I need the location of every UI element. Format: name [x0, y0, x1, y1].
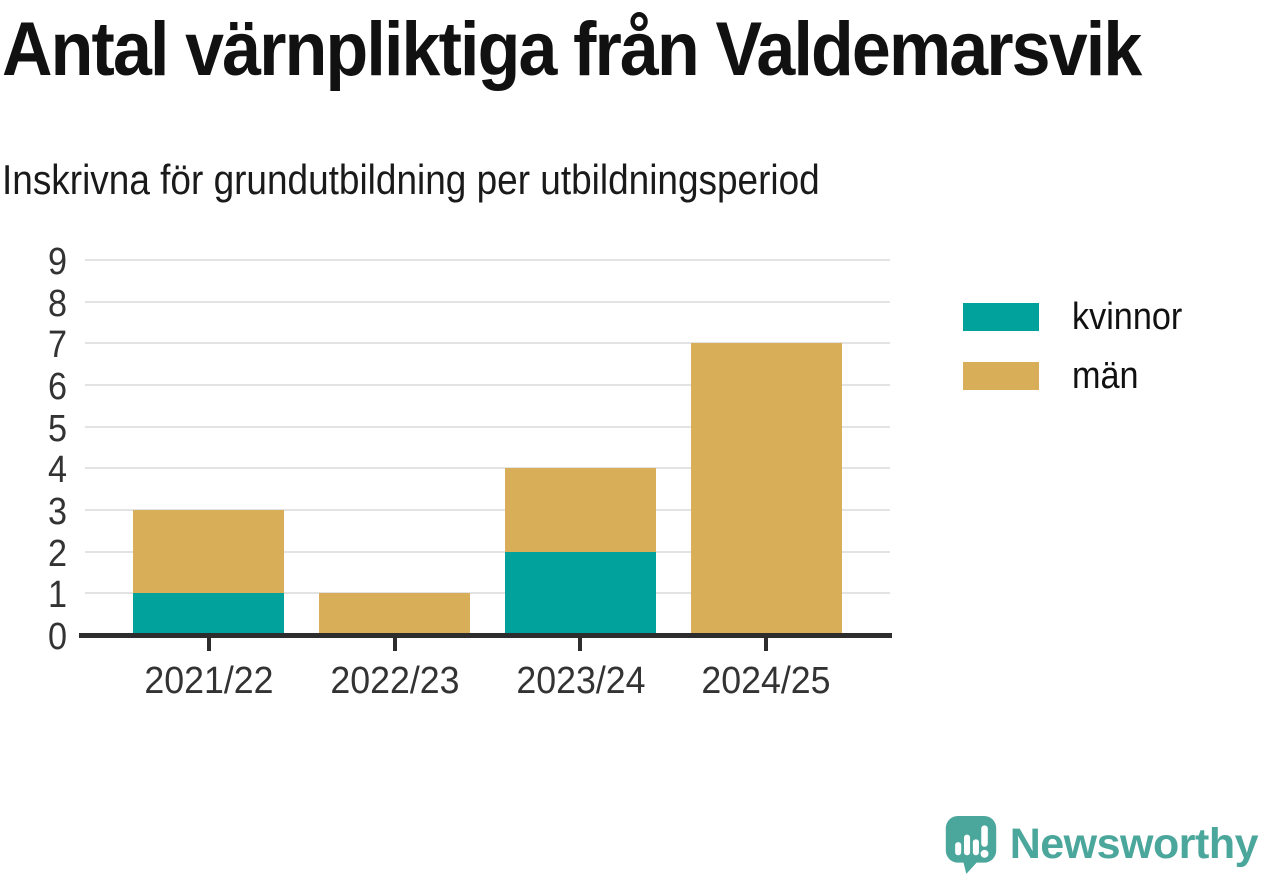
legend-label-kvinnor: kvinnor: [1072, 296, 1183, 338]
gridline-y1: [85, 592, 890, 595]
x-tick-label: 2021/22: [144, 660, 274, 702]
legend-swatch-kvinnor: [963, 303, 1039, 331]
x-tick-label: 2024/25: [701, 660, 831, 702]
x-tick: [578, 638, 583, 651]
chart-title: Antal värnpliktiga från Valdemarsvik: [2, 7, 1142, 92]
x-tick: [764, 638, 769, 651]
legend-swatch-män: [963, 362, 1039, 390]
brand-wordmark: Newsworthy: [1009, 819, 1259, 868]
x-tick: [206, 638, 211, 651]
bar-segment-män-2023/24: [505, 468, 656, 552]
y-tick-label: 6: [47, 366, 67, 408]
legend: kvinnor män: [963, 296, 1195, 420]
x-tick-label: 2023/24: [515, 660, 646, 702]
legend-label-män: män: [1072, 355, 1139, 397]
y-tick-label: 0: [47, 616, 67, 658]
newsworthy-brand: Newsworthy: [943, 814, 1259, 874]
y-tick-label: 3: [47, 491, 67, 533]
gridline-y7: [85, 342, 890, 345]
x-tick-label: 2022/23: [329, 660, 460, 702]
y-tick-label: 9: [47, 241, 67, 283]
x-axis-line: [79, 633, 892, 638]
bar-segment-män-2021/22: [133, 510, 284, 594]
gridline-y2: [85, 550, 890, 553]
gridline-y8: [85, 300, 890, 303]
x-tick: [392, 638, 397, 651]
bar-segment-kvinnor-2023/24: [505, 551, 656, 635]
bar-segment-kvinnor-2021/22: [133, 593, 284, 635]
gridline-y4: [85, 467, 890, 470]
y-tick-label: 1: [47, 574, 67, 617]
y-tick-label: 5: [47, 407, 67, 450]
legend-item-kvinnor: kvinnor: [963, 296, 1195, 338]
chart-subtitle: Inskrivna för grundutbildning per utbild…: [2, 156, 820, 203]
plot-area: 0 1 2 3 4 5 6 7 8 9 2021/22 2022/23 2023/24 2024/25: [48, 243, 892, 702]
y-tick-label: 2: [47, 532, 67, 575]
gridline-y5: [85, 425, 890, 428]
bar-segment-män-2024/25: [691, 343, 842, 635]
y-tick-label: 4: [47, 449, 67, 492]
bar-segment-män-2022/23: [319, 593, 470, 635]
newsworthy-logo-icon: [945, 816, 996, 874]
y-tick-label: 7: [47, 324, 67, 367]
gridline-y9: [85, 259, 890, 261]
y-tick-label: 8: [47, 282, 67, 325]
gridline-y6: [85, 384, 890, 386]
gridline-y3: [85, 509, 890, 511]
legend-item-män: män: [963, 355, 1195, 397]
